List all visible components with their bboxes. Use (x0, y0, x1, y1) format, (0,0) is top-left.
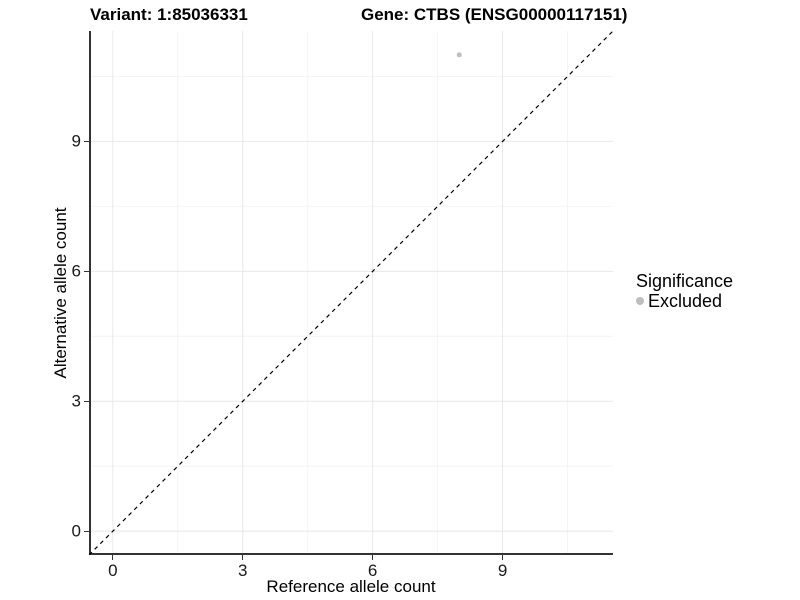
y-tick-mark (84, 530, 89, 532)
x-tick-label: 3 (238, 561, 248, 580)
x-tick-mark (502, 555, 504, 560)
plot-title-variant: Variant: 1:85036331 (90, 5, 248, 24)
identity-line (89, 31, 613, 555)
y-tick-label: 0 (71, 521, 81, 541)
x-tick-mark (372, 555, 374, 560)
y-axis-title: Alternative allele count (51, 207, 70, 379)
legend-item-label: Excluded (648, 291, 723, 311)
y-tick-mark (84, 400, 89, 402)
legend-point-icon (636, 297, 644, 305)
x-tick-label: 6 (367, 561, 378, 580)
plot-panel (89, 31, 613, 555)
x-tick-mark (112, 555, 114, 560)
y-tick-label: 3 (71, 391, 81, 411)
y-tick-mark (84, 270, 89, 272)
data-point (456, 52, 462, 58)
y-tick-label: 6 (71, 261, 81, 281)
legend-items: Excluded (636, 291, 733, 311)
y-tick-label: 9 (71, 131, 81, 151)
y-tick-mark (84, 140, 89, 142)
x-axis-title: Reference allele count (266, 577, 436, 596)
legend-item: Excluded (636, 291, 733, 311)
legend: Significance Excluded (636, 271, 733, 311)
plot-title-gene: Gene: CTBS (ENSG00000117151) (361, 5, 628, 24)
legend-title: Significance (636, 271, 734, 291)
x-tick-label: 9 (497, 561, 508, 580)
x-tick-label: 0 (108, 561, 118, 580)
x-tick-mark (242, 555, 244, 560)
